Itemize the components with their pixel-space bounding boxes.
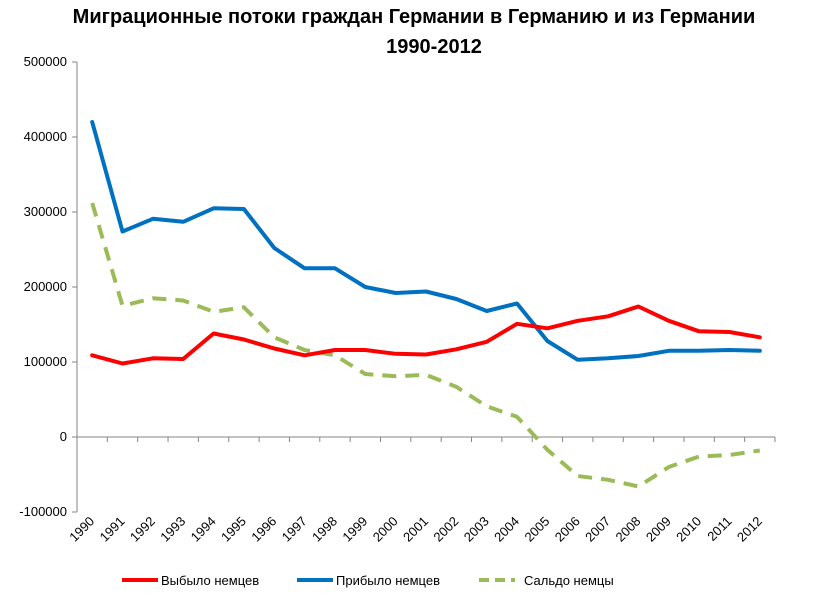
series-line-3 — [90, 202, 761, 489]
y-tick-label: 500000 — [24, 54, 67, 69]
series-layer — [90, 120, 762, 489]
y-tick-label: 100000 — [24, 354, 67, 369]
series-line-1 — [90, 304, 762, 366]
x-tick-label: 1996 — [248, 514, 279, 545]
legend-label-3: Сальдо немцы — [524, 573, 614, 588]
chart-legend: Выбыло немцев Прибыло немцев Сальдо немцы — [122, 573, 614, 588]
chart-title-line: Миграционные потоки граждан Германии в Г… — [72, 6, 756, 28]
x-tick-label: 1997 — [279, 514, 310, 545]
x-tick-label: 1992 — [127, 514, 158, 545]
y-tick-label: 200000 — [24, 279, 67, 294]
y-tick-label: 400000 — [24, 129, 67, 144]
x-tick-label: 2002 — [430, 514, 461, 545]
x-tick-label: 2007 — [582, 514, 613, 545]
x-tick-label: 2010 — [673, 514, 704, 545]
x-tick-label: 1994 — [188, 514, 219, 545]
legend-label-2: Прибыло немцев — [336, 573, 440, 588]
y-tick-label: 300000 — [24, 204, 67, 219]
x-tick-label: 1995 — [218, 514, 249, 545]
x-tick-label: 2006 — [552, 514, 583, 545]
x-tick-label: 1991 — [97, 514, 128, 545]
x-tick-label: 1998 — [309, 514, 340, 545]
series-line-2 — [90, 120, 762, 362]
x-tick-label: 2012 — [734, 514, 765, 545]
x-tick-label: 2001 — [400, 514, 431, 545]
legend-label-1: Выбыло немцев — [161, 573, 259, 588]
x-tick-label: 2000 — [370, 514, 401, 545]
chart-title: Миграционные потоки граждан Германии в Г… — [0, 2, 828, 62]
y-tick-label: -100000 — [19, 504, 67, 519]
chart-subtitle: 1990-2012 — [386, 36, 482, 58]
chart-axes: -100000 0 100000 200000 300000 400000 500000 19… — [19, 54, 776, 545]
x-tick-label: 2011 — [704, 514, 734, 544]
x-tick-label: 2005 — [521, 514, 552, 545]
x-tick-label: 1993 — [157, 514, 188, 545]
x-tick-label: 1999 — [339, 514, 370, 545]
x-tick-label: 2003 — [461, 514, 492, 545]
x-tick-label: 2008 — [612, 514, 643, 545]
x-tick-label: 1990 — [66, 514, 97, 545]
y-tick-label: 0 — [60, 429, 67, 444]
x-tick-label: 2004 — [491, 514, 522, 545]
x-tick-label: 2009 — [643, 514, 674, 545]
